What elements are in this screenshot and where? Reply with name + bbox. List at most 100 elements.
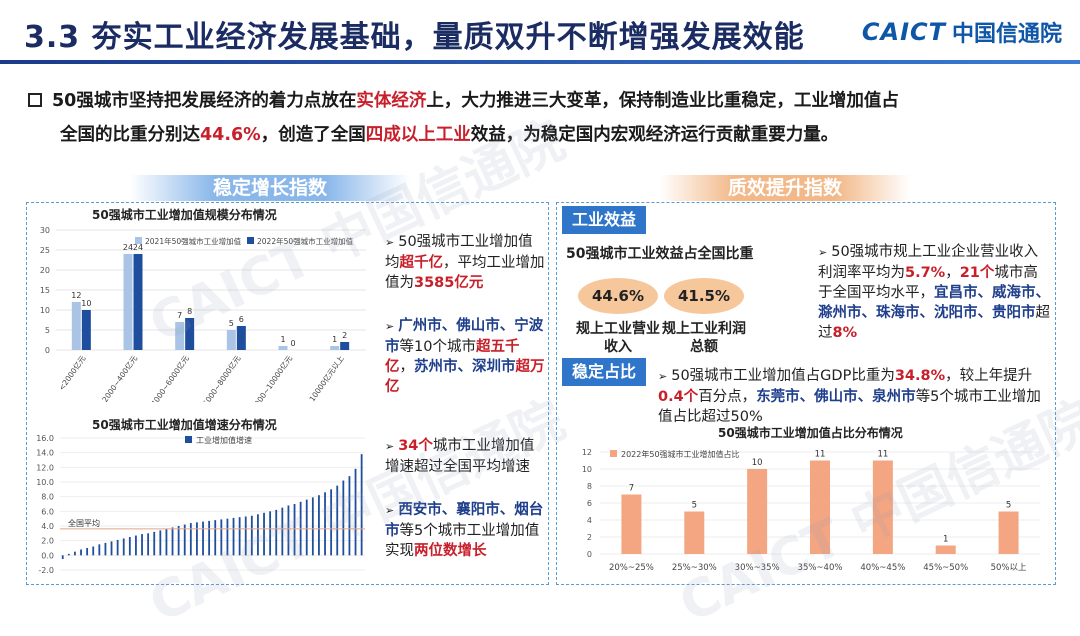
efficiency-subtitle: 50强城市工业效益占全国比重 — [566, 246, 754, 262]
data-label: 7 — [629, 484, 634, 494]
x-tick-label: 40%~45% — [860, 563, 905, 573]
bar — [110, 541, 113, 556]
data-label: 5 — [692, 501, 697, 511]
legend-swatch — [247, 237, 254, 244]
intro-text: 上，大力推进三大变革，保持制造业比重稳定，工业增加值占 — [426, 91, 899, 111]
intro-text: 效益，为稳定国内宏观经济运行贡献重要力量。 — [470, 125, 839, 145]
legend-swatch — [135, 237, 142, 244]
left-note-4: ➢ 西安市、襄阳市、烟台市等5个城市工业增加值实现两位数增长 — [385, 500, 545, 561]
bar — [684, 511, 705, 554]
bar — [153, 531, 156, 556]
x-tick-label: 25%~30% — [672, 563, 717, 573]
left-note-2: ➢ 广州市、佛山市、宁波市等10个城市超五千亿，苏州市、深圳市超万亿 — [385, 316, 545, 397]
intro-highlight: 四成以上工业 — [365, 125, 471, 145]
data-label: 5 — [229, 319, 234, 328]
bar — [67, 553, 70, 556]
bar — [621, 494, 642, 554]
y-tick-label: 2.0 — [41, 537, 54, 546]
oval-profit-label: 规上工业利润总额 — [662, 321, 746, 355]
y-tick-label: 8 — [587, 482, 592, 491]
bar — [305, 499, 308, 556]
x-tick-label: <2000亿元 — [56, 353, 88, 392]
section-title-quality-efficiency: 质效提升指数 — [660, 175, 910, 201]
arrow-icon: ➢ — [385, 320, 395, 333]
y-tick-label: 8.0 — [41, 493, 54, 502]
legend-swatch — [185, 436, 192, 443]
data-label: 2 — [342, 331, 347, 340]
bar — [202, 521, 204, 556]
note-highlight: 超千亿 — [399, 255, 444, 271]
bar — [238, 517, 241, 556]
bar — [348, 476, 351, 556]
y-tick-label: 4 — [587, 516, 592, 525]
note-text: ， — [399, 359, 415, 375]
chart1-title: 50强城市工业增加值规模分布情况 — [92, 208, 277, 222]
bar — [810, 460, 830, 554]
oval-profit-share: 41.5% — [664, 278, 744, 314]
y-tick-label: 5 — [45, 326, 50, 335]
y-tick-label: 2 — [587, 533, 592, 542]
data-label: 24 — [133, 243, 143, 252]
bar — [98, 544, 101, 556]
bar — [171, 527, 174, 556]
bar — [196, 522, 198, 556]
intro-paragraph: 50强城市坚持把发展经济的着力点放在实体经济上，大力推进三大变革，保持制造业比重… — [28, 84, 1058, 152]
tag-industrial-efficiency: 工业效益 — [562, 206, 647, 234]
bar — [311, 497, 314, 556]
chart-growth-distribution: -2.0 0.0 2.0 4.0 6.0 8.0 10.0 12.0 14.0 16.0 全国平均 工… — [36, 434, 365, 575]
bar — [147, 533, 150, 556]
title-bar: 3.3 夯实工业经济发展基础，量质双升不断增强发展效能 CAICT 中国信通院 — [0, 0, 1080, 64]
data-label: 11 — [815, 450, 826, 460]
data-label: 24 — [123, 243, 133, 252]
bar — [80, 549, 82, 556]
left-panel — [26, 202, 549, 585]
intro-line-1: 50强城市坚持把发展经济的着力点放在实体经济上，大力推进三大变革，保持制造业比重… — [28, 84, 1058, 118]
bar — [257, 514, 259, 556]
right-panel — [556, 202, 1056, 585]
left-note-1: ➢ 50强城市工业增加值均超千亿，平均工业增加值为3585亿元 — [385, 232, 545, 293]
bar — [208, 520, 211, 556]
y-tick-label: 0 — [45, 346, 50, 355]
x-tick-label: 30%~35% — [735, 563, 780, 573]
y-tick-label: 6 — [587, 499, 592, 508]
x-tick-label: 20%~25% — [609, 563, 654, 573]
bar — [324, 492, 326, 556]
chart-share-distribution: 0 2 4 6 8 10 12 7 20%~25% 5 25%~30% 10 30%~35% 11 35%~… — [582, 448, 1040, 573]
bar — [214, 520, 217, 556]
note-text: 等10个城市 — [399, 339, 476, 355]
bar — [189, 523, 192, 556]
arrow-icon: ➢ — [818, 246, 828, 259]
x-tick-label: 8000~10000亿元 — [249, 353, 294, 402]
bar — [141, 534, 143, 556]
data-label: 7 — [177, 311, 182, 320]
note-text: 超过 — [818, 305, 1050, 341]
tag-stable-share: 稳定占比 — [562, 358, 647, 386]
x-tick-label: 45%~50% — [923, 563, 968, 573]
chart2-title: 50强城市工业增加值增速分布情况 — [92, 418, 277, 432]
logo-en: CAICT — [861, 18, 946, 46]
left-note-3: ➢ 34个城市工业增加值增速超过全国平均增速 — [385, 436, 545, 477]
bar — [220, 519, 223, 556]
bar — [128, 537, 131, 556]
right-note-2: ➢ 50强城市工业增加值占GDP比重为34.8%，较上年提升 0.4个百分点，东莞市… — [658, 366, 1048, 427]
intro-highlight: 44.6% — [200, 125, 261, 145]
note-highlight: 34个 — [398, 438, 433, 454]
bar — [342, 480, 345, 556]
note-text: 百分点， — [698, 389, 757, 405]
note-cities: 宜昌市、威海市、滁州市、珠海市、沈阳市、贵阳市 — [818, 285, 1050, 321]
bar — [287, 505, 290, 556]
bar — [318, 495, 320, 556]
note-text: 50强城市工业增加值均 — [385, 234, 533, 271]
data-label: 1 — [943, 535, 948, 545]
bar — [278, 346, 288, 350]
arrow-icon: ➢ — [385, 504, 395, 517]
oval-revenue-share: 44.6% — [578, 278, 658, 314]
bar — [183, 524, 186, 556]
bar — [340, 342, 350, 350]
logo-cn: 中国信通院 — [951, 22, 1062, 47]
bar — [330, 489, 333, 556]
bar — [81, 310, 91, 350]
x-tick-label: 10000亿元以上 — [307, 353, 346, 402]
bar — [236, 326, 246, 350]
